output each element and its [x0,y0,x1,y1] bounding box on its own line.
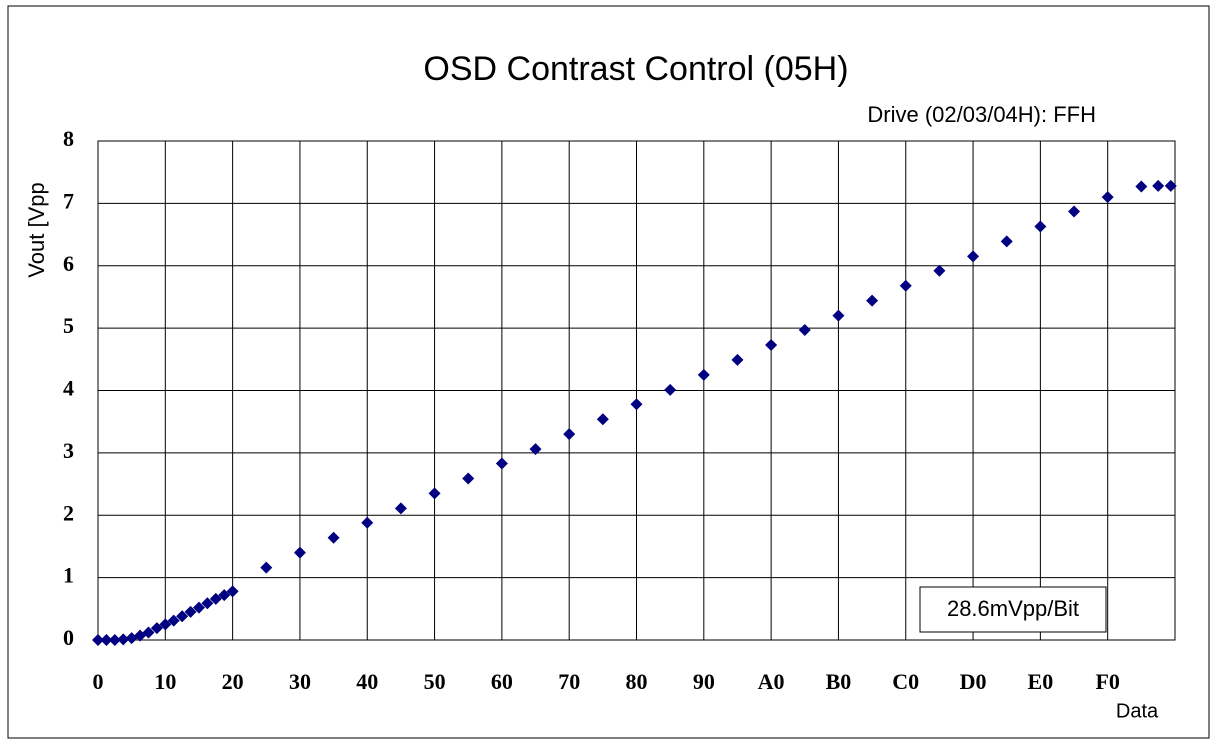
chart-subtitle: Drive (02/03/04H): FFH [867,102,1096,127]
data-point [209,592,222,605]
data-point [92,634,104,646]
x-tick-label: 80 [626,669,648,694]
data-point [832,309,845,322]
x-tick-label: 50 [424,669,446,694]
data-point [1034,220,1047,233]
data-point [100,634,113,646]
x-tick-label: 20 [222,669,244,694]
data-point [529,443,542,456]
x-tick-label: 0 [93,669,104,694]
data-point [495,457,508,470]
y-axis-label: Vout [Vpp [24,182,49,277]
data-point [1164,179,1177,192]
data-point [697,368,710,381]
data-point [798,323,811,336]
data-point [167,614,180,627]
data-point [967,250,980,263]
y-tick-label: 6 [63,251,74,276]
x-tick-label: A0 [758,669,785,694]
x-tick-label: 70 [558,669,580,694]
data-point [866,294,879,307]
data-point [117,633,130,646]
data-point [201,597,214,610]
y-tick-label: 2 [63,500,74,525]
y-tick-label: 1 [63,563,74,588]
x-tick-label: F0 [1095,669,1119,694]
annotation: 28.6mVpp/Bit [947,596,1079,621]
x-tick-label: C0 [892,669,919,694]
data-point [899,279,912,292]
y-tick-label: 4 [63,376,74,401]
data-point [192,601,205,614]
annotation-box [919,586,1107,633]
data-point [361,516,374,529]
data-point [630,398,643,411]
data-point [596,413,609,426]
data-point [1068,205,1081,218]
data-point [462,472,475,485]
data-point [260,561,273,574]
data-point [218,589,231,602]
x-tick-label: 90 [693,669,715,694]
data-point [293,546,306,559]
y-tick-label: 3 [63,438,74,463]
y-tick-label: 7 [63,188,74,213]
x-tick-label: 10 [154,669,176,694]
x-tick-label: B0 [826,669,852,694]
data-point [108,634,121,646]
data-point [933,264,946,277]
y-tick-label: 5 [63,313,74,338]
data-point [664,383,677,396]
y-tick-label: 8 [63,126,74,151]
y-tick-label: 0 [63,625,74,650]
data-point [394,502,407,515]
data-point [731,353,744,366]
x-axis-label: Data [1116,700,1159,722]
data-point [159,618,172,631]
x-tick-label: 40 [356,669,378,694]
data-point [1000,235,1013,248]
data-point [150,622,163,635]
x-tick-label: E0 [1028,669,1054,694]
data-point [226,585,239,598]
data-point [327,531,340,544]
data-point [1152,179,1165,192]
data-point [184,605,197,618]
data-point [1135,180,1148,193]
data-point [1101,191,1114,204]
chart-title: OSD Contrast Control (05H) [423,50,848,88]
x-tick-label: D0 [960,669,987,694]
data-point [142,626,155,639]
data-point [176,610,189,623]
data-point [765,338,778,351]
data-point [428,487,441,500]
x-tick-label: 60 [491,669,513,694]
data-point [563,428,576,441]
x-tick-label: 30 [289,669,311,694]
